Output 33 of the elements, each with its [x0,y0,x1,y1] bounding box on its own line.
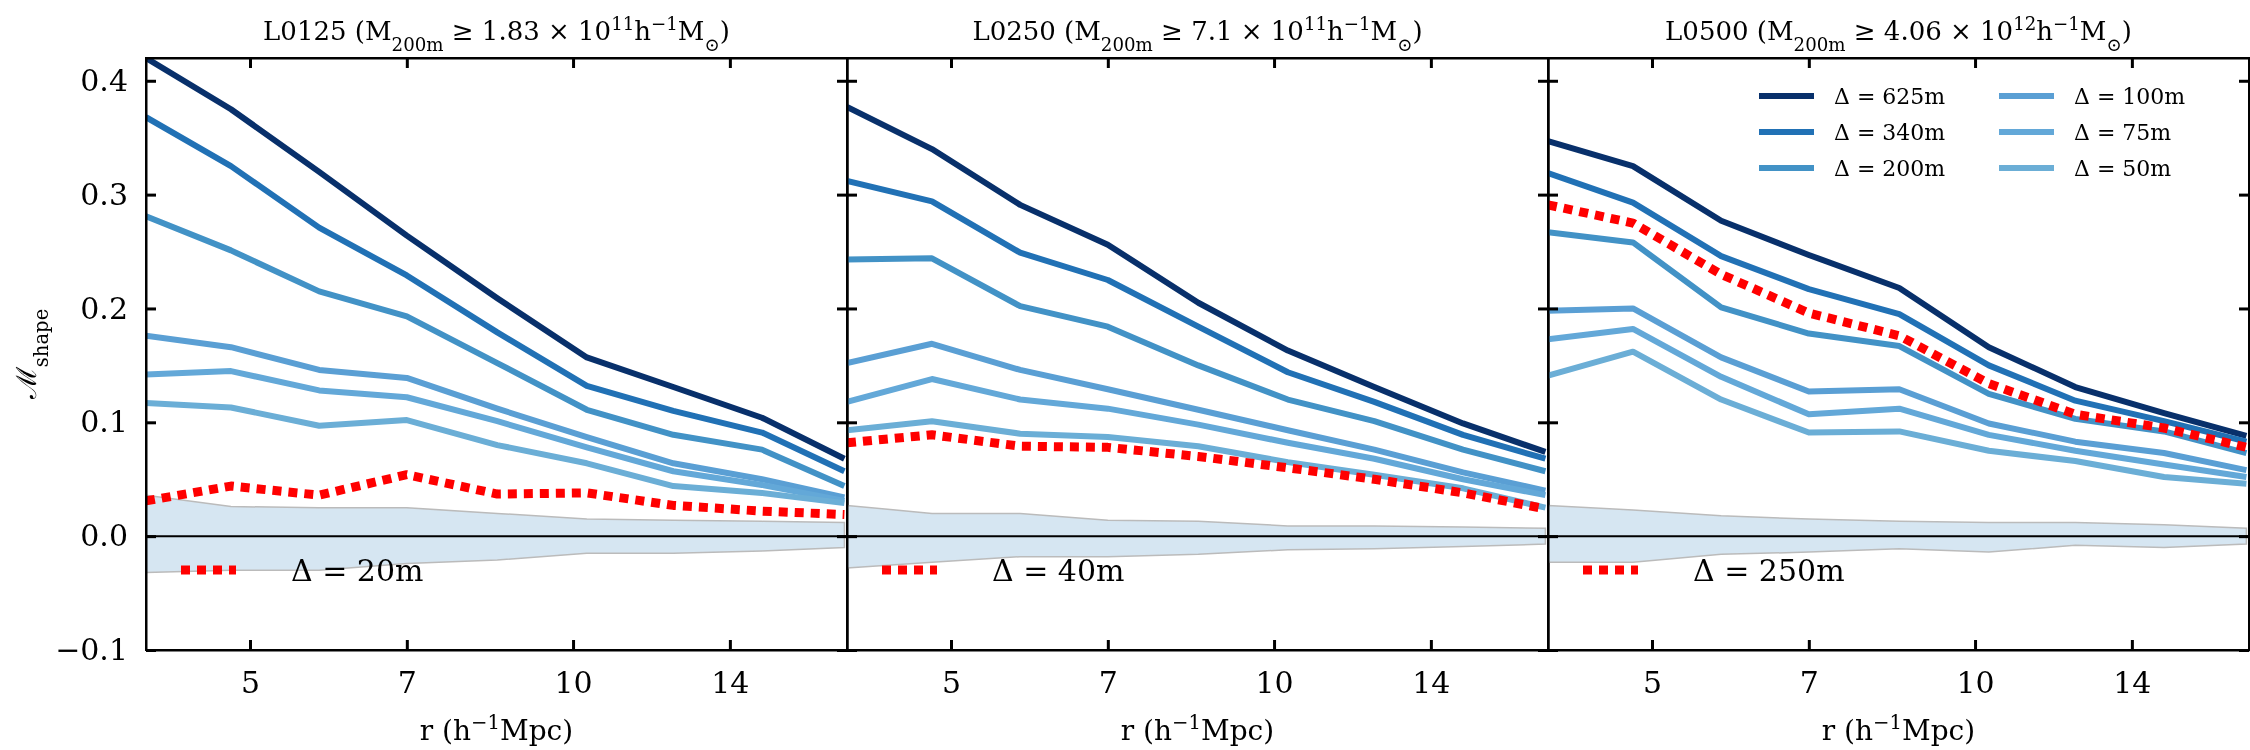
chart-title: L0125 (M$_{200m}$ ≥ 1.83 × 10$^{11}$h$^{−1}$M$_{⊙}$) [263,12,730,55]
legend-label: Δ = 100m [2074,83,2186,109]
x-tick-label: 14 [1412,665,1451,701]
x-tick-label: 14 [2113,665,2152,701]
legend-label: Δ = 625m [1834,83,1946,109]
legend-label: Δ = 250m [1693,552,1845,588]
chart-title: L0500 (M$_{200m}$ ≥ 4.06 × 10$^{12}$h$^{−1}$M$_{⊙}$) [1665,12,2132,55]
y-tick-label: 0.0 [80,518,128,554]
y-tick-label: −0.1 [55,632,128,668]
x-axis-title: r (h$^{−1}$Mpc) [1821,710,1976,747]
y-tick-label: 0.4 [80,62,128,98]
x-tick-label: 5 [1642,665,1663,701]
legend-label: Δ = 200m [1834,155,1946,181]
x-tick-label: 5 [941,665,962,701]
x-tick-label: 14 [711,665,750,701]
x-tick-label: 10 [1255,665,1294,701]
y-tick-label: 0.2 [80,290,128,326]
legend-label: Δ = 75m [2074,119,2172,145]
x-tick-label: 10 [1956,665,1995,701]
legend-label: Δ = 20m [291,552,424,588]
legend-label: Δ = 340m [1834,119,1946,145]
x-tick-label: 7 [397,665,417,701]
legend-label: Δ = 40m [992,552,1125,588]
y-tick-label: 0.3 [80,176,128,212]
legend-label: Δ = 50m [2074,155,2172,181]
x-tick-label: 10 [554,665,593,701]
x-axis-title: r (h$^{−1}$Mpc) [419,710,574,747]
x-tick-label: 5 [240,665,261,701]
x-axis-title: r (h$^{−1}$Mpc) [1120,710,1275,747]
x-tick-label: 7 [1098,665,1118,701]
x-tick-label: 7 [1799,665,1819,701]
chart-title: L0250 (M$_{200m}$ ≥ 7.1 × 10$^{11}$h$^{−1}$M$_{⊙}$) [972,12,1423,55]
y-tick-label: 0.1 [80,404,128,440]
